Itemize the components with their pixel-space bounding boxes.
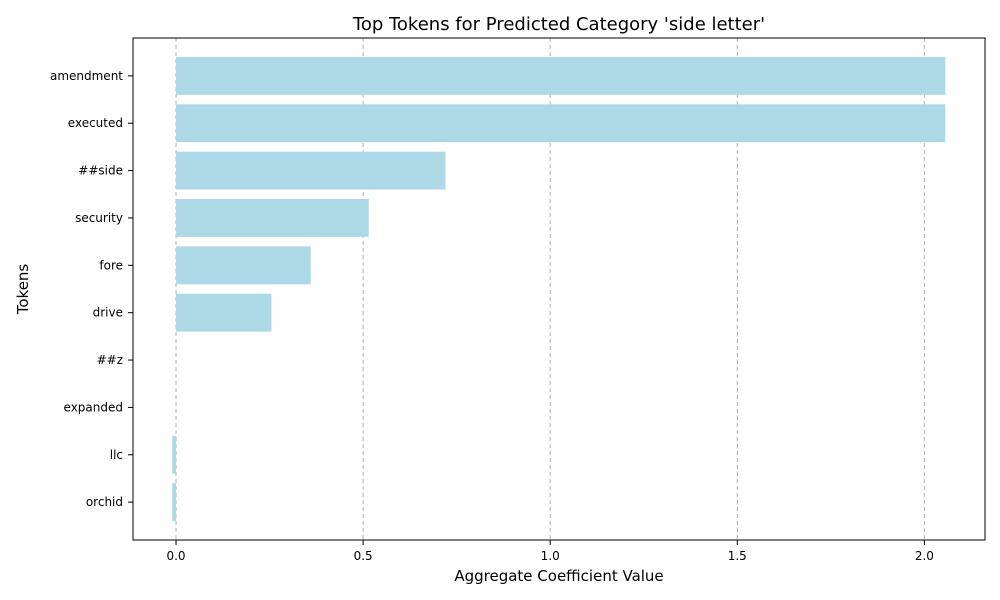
y-axis-ticks: amendment executed ##side security fore drive… xyxy=(50,69,133,509)
y-tick-label: executed xyxy=(68,116,123,130)
x-tick-label: 2.0 xyxy=(915,549,934,563)
x-tick-label: 0.5 xyxy=(354,549,373,563)
bar-security xyxy=(176,199,369,237)
y-tick-label: fore xyxy=(99,258,123,272)
bar-drive xyxy=(176,293,272,332)
x-axis-ticks: 0.0 0.5 1.0 1.5 2.0 xyxy=(166,540,934,563)
y-axis-title: Tokens xyxy=(14,264,32,316)
bar-fore xyxy=(176,246,311,285)
bars xyxy=(172,56,946,522)
y-tick-label: ##z xyxy=(97,353,123,367)
y-tick-label: ##side xyxy=(78,164,123,178)
bar-side xyxy=(176,151,446,190)
y-tick-label: llc xyxy=(110,448,123,462)
x-tick-label: 1.5 xyxy=(728,549,747,563)
y-tick-label: drive xyxy=(93,306,123,320)
y-tick-label: amendment xyxy=(50,69,123,83)
y-tick-label: orchid xyxy=(86,495,123,509)
y-tick-label: expanded xyxy=(64,400,123,414)
y-tick-label: security xyxy=(75,211,123,225)
bar-executed xyxy=(176,104,946,143)
chart-title: Top Tokens for Predicted Category 'side … xyxy=(352,14,765,35)
x-axis-title: Aggregate Coefficient Value xyxy=(454,567,663,585)
bar-orchid xyxy=(172,483,177,522)
plot-frame xyxy=(132,37,986,541)
bar-amendment xyxy=(176,56,946,95)
x-tick-label: 1.0 xyxy=(541,549,560,563)
x-tick-label: 0.0 xyxy=(166,549,185,563)
bar-llc xyxy=(172,435,177,474)
